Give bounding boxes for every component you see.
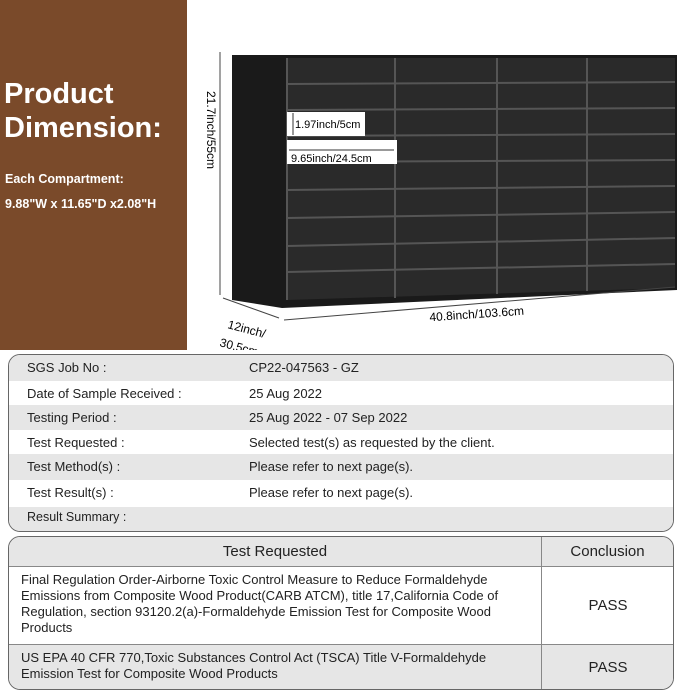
row-label: SGS Job No : (27, 360, 107, 375)
row-label: Date of Sample Received : (27, 386, 182, 401)
row-label: Test Result(s) : (27, 485, 114, 500)
row-value: 25 Aug 2022 (249, 386, 323, 401)
report-row: SGS Job No : CP22-047563 - GZ (9, 355, 673, 381)
row-value: Please refer to next page(s). (249, 485, 414, 500)
row-label: Test Requested : (27, 435, 125, 450)
conclusion: PASS (541, 567, 673, 644)
conclusion: PASS (541, 645, 673, 689)
row-value: Please refer to next page(s). (249, 459, 414, 474)
results-table: Test Requested Conclusion Final Regulation… (8, 536, 674, 690)
info-panel: Product Dimension: Each Compartment: 9.8… (0, 0, 187, 350)
test-name: Final Regulation Order-Airborne Toxic Co… (21, 572, 499, 635)
row-value: 25 Aug 2022 - 07 Sep 2022 (249, 410, 408, 425)
report-row: Result Summary : (9, 507, 673, 531)
report-row: Date of Sample Received : 25 Aug 2022 (9, 381, 673, 405)
compartment-height: 1.97inch/5cm (295, 119, 360, 131)
height-label: 21.7inch/55cm (204, 91, 218, 169)
title: Product (4, 78, 114, 110)
row-label: Test Method(s) : (27, 459, 121, 474)
title: Dimension: (4, 112, 162, 144)
row-label: Testing Period : (27, 410, 117, 425)
column-header: Test Requested (222, 543, 328, 560)
compartment-width: 9.65inch/24.5cm (291, 153, 372, 165)
report-row: Testing Period : 25 Aug 2022 - 07 Sep 202… (9, 405, 673, 430)
row-value: CP22-047563 - GZ (249, 360, 359, 375)
report-row: Test Method(s) : Please refer to next pag… (9, 454, 673, 480)
test-name: US EPA 40 CFR 770,Toxic Substances Contr… (21, 650, 487, 681)
result-row: US EPA 40 CFR 770,Toxic Substances Contr… (9, 644, 673, 689)
report-row: Test Requested : Selected test(s) as requ… (9, 430, 673, 454)
header-row: Test Requested Conclusion (9, 537, 673, 566)
result-row: Final Regulation Order-Airborne Toxic Co… (9, 566, 673, 644)
width-label: 40.8inch/103.6cm (429, 304, 524, 325)
product-drawing: 1.97inch/5cm 9.65inch/24.5cm 21.7inch/55… (204, 52, 677, 350)
compartment-label: Each Compartment: (5, 172, 124, 186)
column-header: Conclusion (541, 537, 673, 566)
compartment-size: 9.88"W x 11.65"D x2.08"H (5, 197, 157, 211)
row-value: Selected test(s) as requested by the cli… (249, 435, 495, 450)
report-table: SGS Job No : CP22-047563 - GZ Date of Samp… (8, 354, 674, 532)
summary-label: Result Summary : (27, 510, 127, 524)
report-row: Test Result(s) : Please refer to next pag… (9, 480, 673, 507)
